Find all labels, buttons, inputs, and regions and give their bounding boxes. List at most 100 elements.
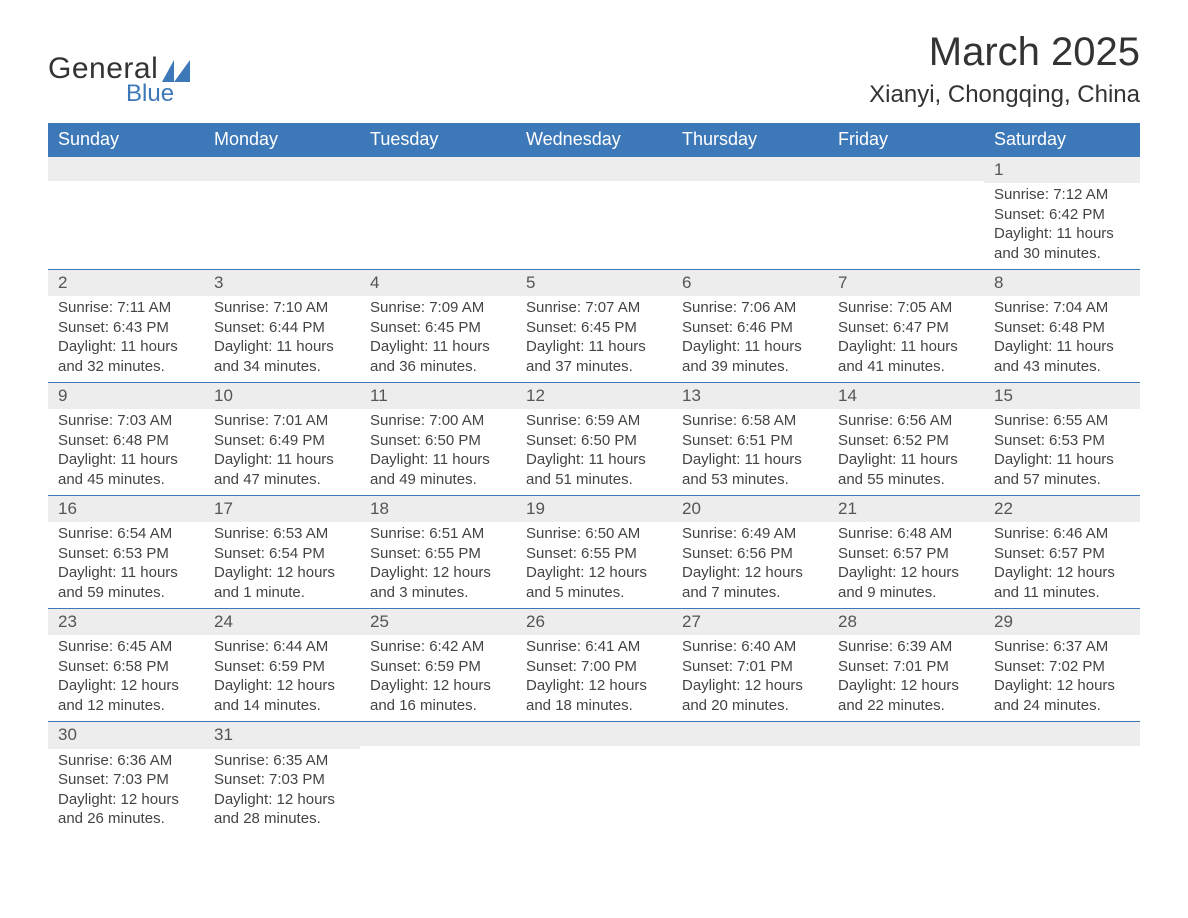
- day-header: Wednesday: [516, 123, 672, 157]
- calendar-day-cell: 11Sunrise: 7:00 AMSunset: 6:50 PMDayligh…: [360, 383, 516, 496]
- day-body: Sunrise: 6:50 AMSunset: 6:55 PMDaylight:…: [516, 522, 672, 608]
- calendar-day-cell: [984, 722, 1140, 835]
- day-sunset: Sunset: 6:52 PM: [838, 431, 974, 451]
- day-number-bar: [204, 157, 360, 181]
- day-body: Sunrise: 6:39 AMSunset: 7:01 PMDaylight:…: [828, 635, 984, 721]
- day-daylight: Daylight: 12 hours and 9 minutes.: [838, 563, 974, 602]
- day-sunrise: Sunrise: 6:50 AM: [526, 524, 662, 544]
- day-number-bar: 26: [516, 609, 672, 635]
- day-sunset: Sunset: 6:54 PM: [214, 544, 350, 564]
- day-body: Sunrise: 7:01 AMSunset: 6:49 PMDaylight:…: [204, 409, 360, 495]
- day-daylight: Daylight: 12 hours and 3 minutes.: [370, 563, 506, 602]
- calendar-day-cell: 1Sunrise: 7:12 AMSunset: 6:42 PMDaylight…: [984, 157, 1140, 270]
- calendar-day-cell: 28Sunrise: 6:39 AMSunset: 7:01 PMDayligh…: [828, 609, 984, 722]
- day-body: [672, 746, 828, 754]
- calendar-day-cell: 6Sunrise: 7:06 AMSunset: 6:46 PMDaylight…: [672, 270, 828, 383]
- day-number-bar: 11: [360, 383, 516, 409]
- day-daylight: Daylight: 11 hours and 53 minutes.: [682, 450, 818, 489]
- day-number-bar: 29: [984, 609, 1140, 635]
- calendar-day-cell: 24Sunrise: 6:44 AMSunset: 6:59 PMDayligh…: [204, 609, 360, 722]
- calendar-week-row: 9Sunrise: 7:03 AMSunset: 6:48 PMDaylight…: [48, 383, 1140, 496]
- day-daylight: Daylight: 12 hours and 22 minutes.: [838, 676, 974, 715]
- day-body: Sunrise: 6:56 AMSunset: 6:52 PMDaylight:…: [828, 409, 984, 495]
- day-daylight: Daylight: 12 hours and 12 minutes.: [58, 676, 194, 715]
- day-number-bar: 4: [360, 270, 516, 296]
- day-sunrise: Sunrise: 7:10 AM: [214, 298, 350, 318]
- logo-text-blue: Blue: [126, 80, 190, 108]
- day-daylight: Daylight: 12 hours and 16 minutes.: [370, 676, 506, 715]
- calendar-body: 1Sunrise: 7:12 AMSunset: 6:42 PMDaylight…: [48, 157, 1140, 835]
- calendar-week-row: 16Sunrise: 6:54 AMSunset: 6:53 PMDayligh…: [48, 496, 1140, 609]
- day-body: [360, 181, 516, 189]
- day-sunrise: Sunrise: 6:36 AM: [58, 751, 194, 771]
- day-number-bar: 20: [672, 496, 828, 522]
- day-body: [828, 746, 984, 754]
- day-number-bar: 18: [360, 496, 516, 522]
- day-header: Sunday: [48, 123, 204, 157]
- day-sunset: Sunset: 6:53 PM: [994, 431, 1130, 451]
- calendar-header-row: SundayMondayTuesdayWednesdayThursdayFrid…: [48, 123, 1140, 157]
- day-sunrise: Sunrise: 6:48 AM: [838, 524, 974, 544]
- day-header: Thursday: [672, 123, 828, 157]
- title-block: March 2025 Xianyi, Chongqing, China: [869, 30, 1140, 109]
- day-sunrise: Sunrise: 7:03 AM: [58, 411, 194, 431]
- day-sunset: Sunset: 6:57 PM: [838, 544, 974, 564]
- day-number-bar: 27: [672, 609, 828, 635]
- day-number-bar: 2: [48, 270, 204, 296]
- calendar-day-cell: 19Sunrise: 6:50 AMSunset: 6:55 PMDayligh…: [516, 496, 672, 609]
- logo-arrow-icon: [162, 60, 190, 82]
- day-daylight: Daylight: 12 hours and 5 minutes.: [526, 563, 662, 602]
- day-body: Sunrise: 6:41 AMSunset: 7:00 PMDaylight:…: [516, 635, 672, 721]
- header: General Blue March 2025 Xianyi, Chongqin…: [48, 30, 1140, 109]
- day-daylight: Daylight: 11 hours and 49 minutes.: [370, 450, 506, 489]
- day-body: Sunrise: 7:00 AMSunset: 6:50 PMDaylight:…: [360, 409, 516, 495]
- day-daylight: Daylight: 12 hours and 20 minutes.: [682, 676, 818, 715]
- day-sunset: Sunset: 6:50 PM: [370, 431, 506, 451]
- day-body: Sunrise: 7:10 AMSunset: 6:44 PMDaylight:…: [204, 296, 360, 382]
- calendar-day-cell: [516, 157, 672, 270]
- day-body: Sunrise: 6:49 AMSunset: 6:56 PMDaylight:…: [672, 522, 828, 608]
- day-body: Sunrise: 7:09 AMSunset: 6:45 PMDaylight:…: [360, 296, 516, 382]
- day-sunrise: Sunrise: 6:44 AM: [214, 637, 350, 657]
- day-body: Sunrise: 7:05 AMSunset: 6:47 PMDaylight:…: [828, 296, 984, 382]
- day-sunrise: Sunrise: 7:00 AM: [370, 411, 506, 431]
- calendar-day-cell: 23Sunrise: 6:45 AMSunset: 6:58 PMDayligh…: [48, 609, 204, 722]
- day-sunrise: Sunrise: 6:54 AM: [58, 524, 194, 544]
- calendar-day-cell: 12Sunrise: 6:59 AMSunset: 6:50 PMDayligh…: [516, 383, 672, 496]
- day-daylight: Daylight: 11 hours and 43 minutes.: [994, 337, 1130, 376]
- day-number-bar: 8: [984, 270, 1140, 296]
- day-sunset: Sunset: 6:56 PM: [682, 544, 818, 564]
- day-number-bar: 10: [204, 383, 360, 409]
- calendar-day-cell: [672, 157, 828, 270]
- day-body: Sunrise: 6:59 AMSunset: 6:50 PMDaylight:…: [516, 409, 672, 495]
- day-daylight: Daylight: 12 hours and 1 minute.: [214, 563, 350, 602]
- calendar-day-cell: 31Sunrise: 6:35 AMSunset: 7:03 PMDayligh…: [204, 722, 360, 835]
- day-sunrise: Sunrise: 6:56 AM: [838, 411, 974, 431]
- day-number-bar: [672, 722, 828, 746]
- calendar-day-cell: [204, 157, 360, 270]
- day-sunset: Sunset: 6:48 PM: [994, 318, 1130, 338]
- day-number-bar: 12: [516, 383, 672, 409]
- day-daylight: Daylight: 12 hours and 26 minutes.: [58, 790, 194, 829]
- day-daylight: Daylight: 11 hours and 39 minutes.: [682, 337, 818, 376]
- day-sunrise: Sunrise: 7:04 AM: [994, 298, 1130, 318]
- day-sunrise: Sunrise: 7:09 AM: [370, 298, 506, 318]
- day-sunset: Sunset: 6:45 PM: [370, 318, 506, 338]
- day-body: Sunrise: 6:53 AMSunset: 6:54 PMDaylight:…: [204, 522, 360, 608]
- day-body: Sunrise: 6:48 AMSunset: 6:57 PMDaylight:…: [828, 522, 984, 608]
- day-daylight: Daylight: 11 hours and 59 minutes.: [58, 563, 194, 602]
- day-number-bar: 5: [516, 270, 672, 296]
- day-number-bar: 30: [48, 722, 204, 748]
- day-sunrise: Sunrise: 6:37 AM: [994, 637, 1130, 657]
- day-number-bar: 22: [984, 496, 1140, 522]
- day-daylight: Daylight: 11 hours and 57 minutes.: [994, 450, 1130, 489]
- day-body: Sunrise: 6:55 AMSunset: 6:53 PMDaylight:…: [984, 409, 1140, 495]
- day-sunrise: Sunrise: 7:01 AM: [214, 411, 350, 431]
- calendar-day-cell: 26Sunrise: 6:41 AMSunset: 7:00 PMDayligh…: [516, 609, 672, 722]
- calendar-day-cell: 3Sunrise: 7:10 AMSunset: 6:44 PMDaylight…: [204, 270, 360, 383]
- day-daylight: Daylight: 11 hours and 32 minutes.: [58, 337, 194, 376]
- day-sunset: Sunset: 6:48 PM: [58, 431, 194, 451]
- location-text: Xianyi, Chongqing, China: [869, 81, 1140, 109]
- calendar-week-row: 30Sunrise: 6:36 AMSunset: 7:03 PMDayligh…: [48, 722, 1140, 835]
- day-sunset: Sunset: 6:55 PM: [526, 544, 662, 564]
